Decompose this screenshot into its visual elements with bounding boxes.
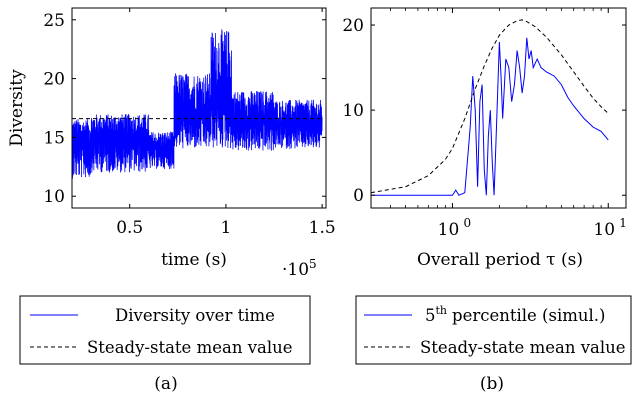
panel-b-series-layer <box>370 19 609 196</box>
panel-a-x-tick-label: 0.5 <box>116 218 143 238</box>
panel-a-y-axis-label: Diversity <box>7 69 27 147</box>
panel-a-legend-box <box>19 295 311 365</box>
panel-a-ticks: 0.5 1 1.5 10 15 20 25 <box>43 8 336 238</box>
panel-a-y-tick-label: 10 <box>43 187 65 207</box>
panel-a-legend: Diversity over time Steady-state mean va… <box>19 295 311 365</box>
legend-b-prefix-sup: th <box>436 304 448 317</box>
panel-b-x-tick-exponent: 1 <box>619 216 627 230</box>
series-diversity-over-time <box>71 29 323 179</box>
legend-a-item-steady: Steady-state mean value <box>87 338 293 357</box>
panel-a-x-multiplier-base: ·10 <box>282 260 309 280</box>
panel-b-y-tick-label: 20 <box>342 16 364 36</box>
legend-b-item-steady: Steady-state mean value <box>420 338 626 357</box>
panel-b-legend: 5th percentile (simul.) Steady-state mean… <box>355 295 632 365</box>
panel-a-x-multiplier: ·105 <box>282 257 317 280</box>
panel-b-x-axis-label: Overall period τ (s) <box>417 250 583 270</box>
series-steady-state-mean-b <box>370 19 609 194</box>
panel-b-caption: (b) <box>480 374 504 394</box>
legend-a-item-diversity: Diversity over time <box>115 306 275 325</box>
panel-b-x-tick-exponent: 0 <box>463 216 471 230</box>
panel-a-caption: (a) <box>154 374 177 394</box>
legend-b-label: percentile (simul.) <box>452 306 605 325</box>
panel-b-legend-box <box>355 295 632 365</box>
panel-a-y-tick-label: 20 <box>43 70 65 90</box>
panel-a-x-axis-label: time (s) <box>161 250 227 270</box>
panel-b-x-tick-label: 10 <box>438 220 460 240</box>
panel-b-y-tick-label: 0 <box>353 186 364 206</box>
legend-b-item-percentile: 5th percentile (simul.) <box>425 304 605 325</box>
panel-a-y-tick-label: 15 <box>43 128 65 148</box>
panel-a-x-tick-label: 1.5 <box>309 218 336 238</box>
panel-a-y-tick-label: 25 <box>43 11 65 31</box>
series-5th-percentile <box>371 37 609 196</box>
panel-a-plot-frame <box>71 7 327 209</box>
legend-b-prefix: 5 <box>425 306 436 325</box>
panel-b-plot-frame <box>370 7 627 209</box>
panel-a-x-tick-label: 1 <box>221 218 232 238</box>
panel-a-series-layer <box>71 29 323 179</box>
panel-a-x-multiplier-exp: 5 <box>309 257 317 271</box>
panel-b-y-tick-label: 10 <box>342 101 364 121</box>
panel-b-x-tick-label: 10 <box>593 220 615 240</box>
